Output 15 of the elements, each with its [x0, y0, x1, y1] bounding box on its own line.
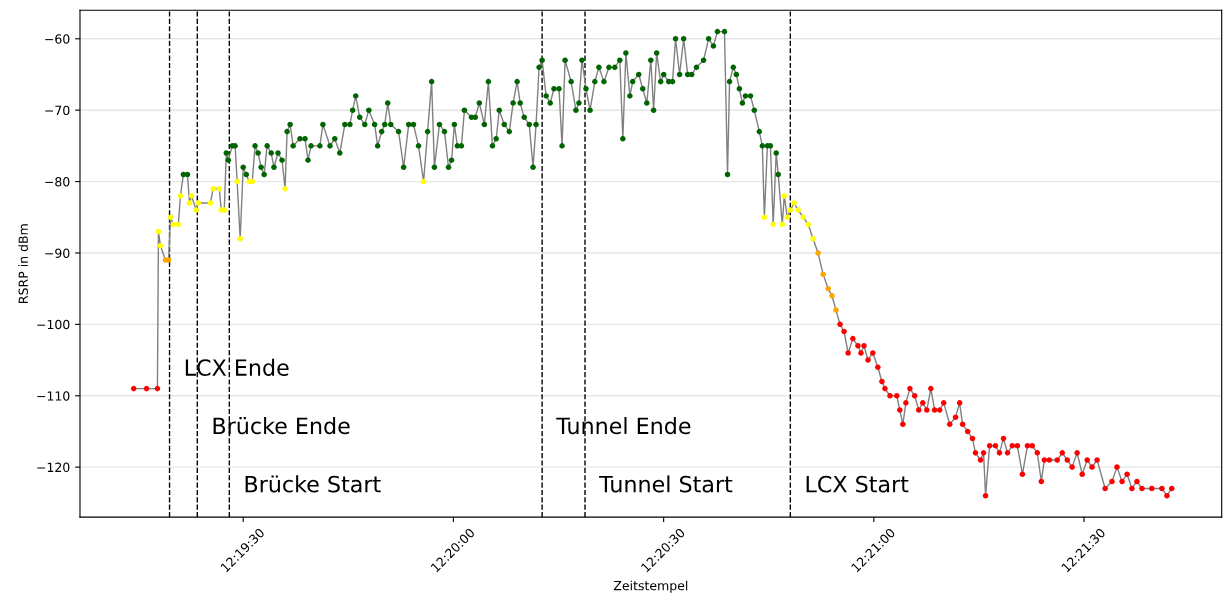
ref-line-label: Tunnel Ende	[556, 417, 691, 435]
ref-line-label: Brücke Ende	[213, 417, 350, 435]
y-tick-label: −90	[45, 248, 70, 258]
y-tick-label: −80	[45, 177, 70, 187]
y-tick-label: −100	[37, 319, 70, 330]
y-tick-label: −60	[45, 34, 70, 44]
ref-line-label: Tunnel Start	[599, 475, 733, 493]
y-tick-label: −110	[37, 391, 70, 401]
x-axis-title: Zeitstempel	[613, 580, 688, 593]
ref-line-label: LCX Start	[806, 475, 909, 493]
y-tick-label: −70	[45, 105, 70, 116]
y-axis-title: RSRP in dBm	[18, 224, 28, 303]
y-tick-label: −120	[37, 462, 70, 473]
ref-line-label: LCX Ende	[185, 358, 289, 376]
ref-line-label: Brücke Start	[245, 475, 381, 493]
